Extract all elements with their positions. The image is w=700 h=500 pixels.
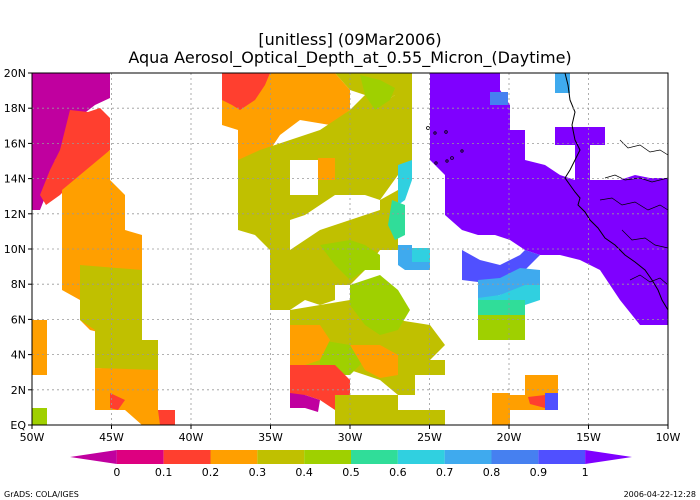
colorbar-swatch — [117, 450, 164, 464]
aod-region — [415, 360, 445, 375]
x-axis: 50W 45W 40W 35W 30W 25W 20W 15W 10W — [20, 425, 681, 444]
y-tick-label: 8N — [11, 278, 26, 291]
colorbar-label: 0.9 — [530, 466, 548, 479]
colorbar-label: 0.4 — [295, 466, 313, 479]
colorbar-label: 0.7 — [436, 466, 454, 479]
colorbar-swatch — [304, 450, 351, 464]
aod-region — [80, 265, 158, 370]
colorbar-swatch — [445, 450, 492, 464]
x-tick-label: 15W — [576, 431, 601, 444]
credit-timestamp: 2006-04-22-12:28 — [624, 490, 696, 499]
y-tick-label: 18N — [4, 102, 26, 115]
x-tick-label: 35W — [258, 431, 283, 444]
colorbar-swatch — [492, 450, 539, 464]
colorbar-label: 0.5 — [342, 466, 360, 479]
aod-region — [412, 248, 430, 262]
aod-region — [490, 92, 508, 105]
no-data-gap — [605, 73, 668, 145]
colorbar: 0 0.1 0.2 0.3 0.4 0.5 0.6 0.7 0.8 0.9 1 — [70, 450, 632, 479]
colorbar-label: 0.2 — [202, 466, 220, 479]
aod-region — [32, 408, 47, 425]
colorbar-swatch — [398, 450, 445, 464]
aod-region — [335, 395, 445, 425]
colorbar-swatch — [70, 450, 117, 464]
y-tick-label: 12N — [4, 208, 26, 221]
y-tick-label: 10N — [4, 243, 26, 256]
x-tick-label: 45W — [99, 431, 124, 444]
aod-region — [398, 160, 412, 205]
colorbar-label: 0.1 — [155, 466, 173, 479]
colorbar-label: 0.3 — [249, 466, 267, 479]
colorbar-label: 1 — [582, 466, 589, 479]
x-tick-label: 10W — [656, 431, 681, 444]
aod-region — [478, 315, 525, 340]
colorbar-swatch — [257, 450, 304, 464]
colorbar-swatch — [585, 450, 632, 464]
y-tick-label: 2N — [11, 384, 26, 397]
colorbar-swatch — [538, 450, 585, 464]
y-tick-label: 16N — [4, 137, 26, 150]
aod-region — [318, 158, 335, 180]
colorbar-swatch — [164, 450, 211, 464]
aod-region — [158, 410, 175, 425]
colorbar-swatch — [211, 450, 258, 464]
y-tick-label: 6N — [11, 313, 26, 326]
colorbar-swatch — [351, 450, 398, 464]
x-tick-label: 30W — [338, 431, 363, 444]
y-tick-label: 20N — [4, 67, 26, 80]
colorbar-label: 0 — [113, 466, 120, 479]
aod-region — [545, 393, 558, 410]
no-data-gap — [415, 270, 445, 305]
x-tick-label: 25W — [417, 431, 442, 444]
no-data-gap — [510, 105, 525, 130]
aod-region — [478, 300, 525, 315]
y-axis: EQ 2N 4N 6N 8N 10N 12N 14N 16N 18N 20N — [4, 67, 32, 432]
credit-grads: GrADS: COLA/IGES — [4, 490, 79, 499]
no-data-gap — [335, 285, 350, 300]
no-data-gap — [290, 160, 318, 195]
x-tick-label: 50W — [20, 431, 45, 444]
x-tick-label: 40W — [179, 431, 204, 444]
colorbar-label: 0.8 — [483, 466, 501, 479]
y-tick-label: 4N — [11, 349, 26, 362]
x-tick-label: 20W — [497, 431, 522, 444]
y-tick-label: EQ — [10, 419, 26, 432]
y-tick-label: 14N — [4, 173, 26, 186]
colorbar-label: 0.6 — [389, 466, 407, 479]
aod-region — [492, 393, 510, 425]
aod-region — [32, 320, 47, 375]
no-data-gap — [590, 145, 620, 180]
